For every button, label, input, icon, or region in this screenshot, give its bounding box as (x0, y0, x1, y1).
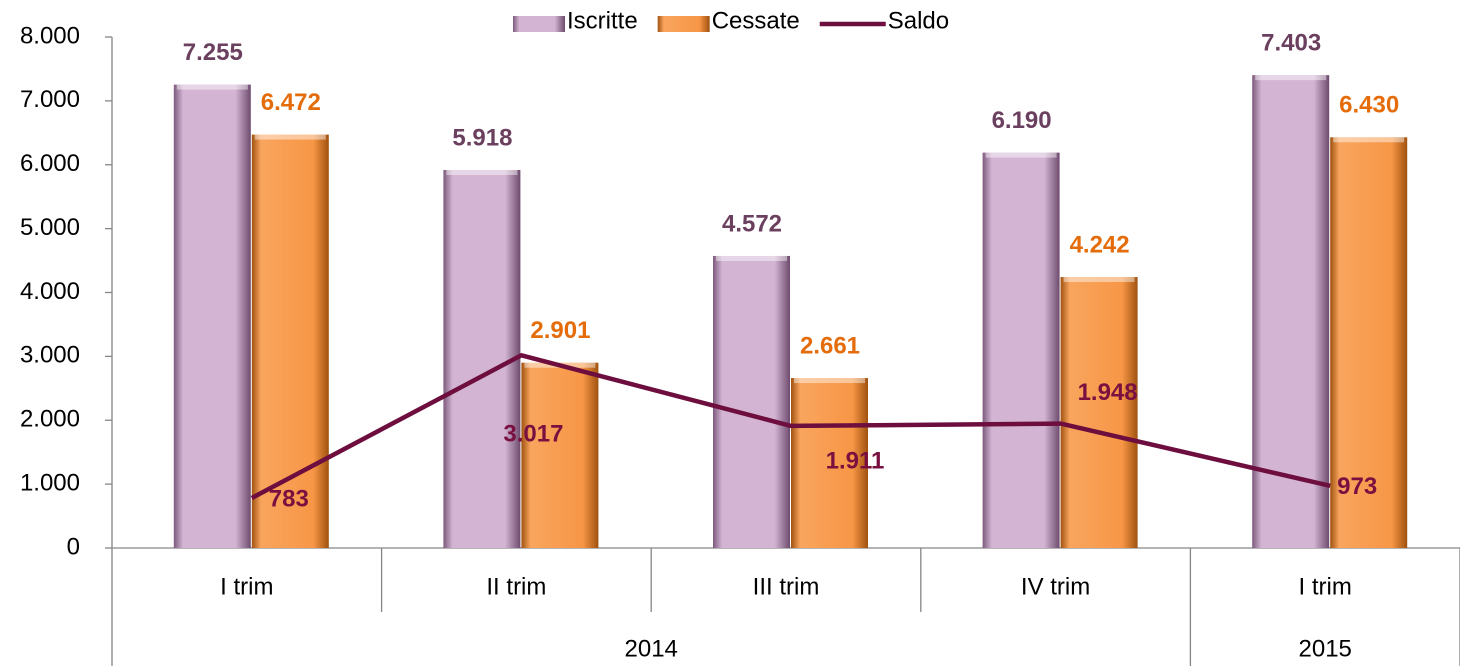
bar-top (176, 84, 248, 90)
value-label: 6.472 (261, 89, 321, 116)
y-tick-label: 1.000 (20, 469, 80, 496)
value-label: 5.918 (452, 124, 512, 151)
legend-swatch (513, 16, 565, 32)
value-label: 1.948 (1078, 379, 1138, 406)
value-label: 2.661 (800, 332, 860, 359)
value-label: 1.911 (826, 447, 885, 474)
y-tick-label: 7.000 (20, 86, 80, 113)
value-label: 7.255 (183, 39, 243, 66)
bar-top (254, 134, 326, 140)
value-label: 6.190 (992, 107, 1052, 134)
x-tick-label: I trim (1299, 573, 1352, 600)
bar-top (1063, 277, 1135, 283)
x-tick-label: IV trim (1021, 573, 1090, 600)
x-tick-label: I trim (220, 573, 273, 600)
group-label: 2015 (1299, 635, 1352, 662)
bar-top (446, 169, 518, 175)
x-tick-label: III trim (753, 573, 820, 600)
legend-label: Saldo (888, 7, 949, 34)
legend-swatch (657, 16, 710, 32)
bar-top (1333, 137, 1405, 143)
x-tick-label: II trim (486, 573, 546, 600)
value-label: 7.403 (1261, 29, 1321, 56)
bar (173, 84, 251, 548)
y-tick-label: 5.000 (20, 214, 80, 241)
legend-label: Cessate (712, 7, 800, 34)
y-tick-label: 2.000 (20, 406, 80, 433)
bar-top (716, 255, 787, 261)
line (250, 353, 1331, 500)
legend-label: Iscritte (567, 7, 638, 34)
value-label: 6.430 (1339, 92, 1399, 119)
bar-top (794, 378, 865, 384)
group-label: 2014 (625, 635, 678, 662)
value-label: 973 (1337, 473, 1377, 500)
bar (982, 152, 1060, 548)
bar (521, 362, 599, 548)
bar (713, 255, 790, 548)
y-tick-label: 8.000 (20, 22, 80, 49)
bar-top (1255, 75, 1327, 81)
y-tick-label: 4.000 (20, 278, 80, 305)
value-label: 4.242 (1070, 231, 1130, 258)
bar (443, 169, 521, 549)
value-label: 4.572 (722, 210, 782, 237)
bar (1330, 137, 1408, 548)
y-tick-label: 6.000 (20, 150, 80, 177)
bar-top (985, 152, 1057, 158)
value-label: 783 (269, 485, 309, 512)
bar (1060, 277, 1138, 548)
y-tick-label: 0 (67, 533, 80, 560)
bar (791, 378, 868, 548)
y-tick-label: 3.000 (20, 342, 80, 369)
value-label: 3.017 (503, 421, 563, 448)
value-label: 2.901 (530, 317, 590, 344)
